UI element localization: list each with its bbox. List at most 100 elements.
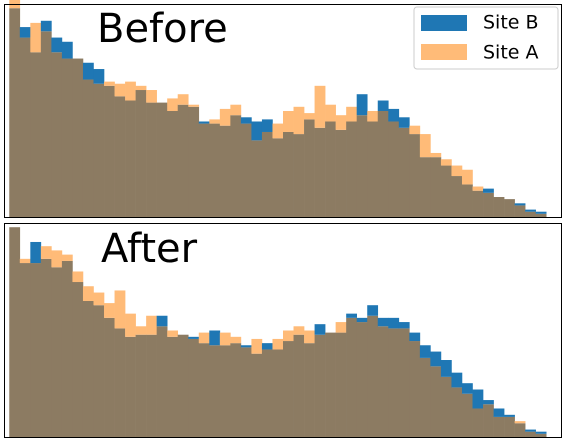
bar-site-a-before-38 xyxy=(409,125,421,135)
bar-overlap-before-42 xyxy=(451,176,463,218)
bar-overlap-before-33 xyxy=(356,115,368,218)
bar-overlap-after-4 xyxy=(51,267,63,438)
bar-site-b-before-50 xyxy=(535,211,547,214)
bar-site-a-after-18 xyxy=(198,332,210,344)
bar-site-b-before-4 xyxy=(51,37,63,53)
bar-site-a-after-10 xyxy=(114,290,126,329)
bar-site-b-after-40 xyxy=(430,351,442,367)
bar-site-a-after-9 xyxy=(104,303,115,318)
bar-overlap-before-11 xyxy=(125,100,136,218)
bar-site-a-before-30 xyxy=(325,104,336,122)
bar-overlap-before-31 xyxy=(335,129,347,218)
bar-overlap-after-28 xyxy=(304,343,315,438)
bar-overlap-before-27 xyxy=(293,134,305,218)
bar-site-a-before-44 xyxy=(472,186,484,191)
bar-site-a-after-21 xyxy=(230,336,242,344)
bar-overlap-after-11 xyxy=(125,336,136,438)
bar-overlap-before-18 xyxy=(198,123,210,218)
bar-site-b-before-7 xyxy=(82,62,94,80)
bar-overlap-before-40 xyxy=(430,157,442,218)
bar-overlap-before-35 xyxy=(377,111,389,218)
bar-site-b-before-3 xyxy=(40,20,52,32)
legend-swatch-site-a xyxy=(421,44,467,60)
bar-site-a-before-32 xyxy=(346,106,357,122)
bar-site-a-after-6 xyxy=(72,271,84,283)
bar-overlap-before-3 xyxy=(40,31,52,219)
bar-overlap-before-26 xyxy=(283,131,294,218)
bar-site-a-before-16 xyxy=(177,94,189,105)
bar-overlap-before-0 xyxy=(9,8,21,219)
bar-overlap-before-25 xyxy=(272,138,284,218)
bar-site-a-before-39 xyxy=(419,134,431,158)
bar-overlap-after-47 xyxy=(504,416,515,438)
bar-site-b-before-24 xyxy=(261,119,273,132)
bar-site-b-before-35 xyxy=(377,100,389,111)
bar-overlap-before-6 xyxy=(72,58,84,219)
bar-site-b-after-17 xyxy=(188,336,200,339)
bar-site-a-after-5 xyxy=(61,254,73,261)
bars-before xyxy=(9,0,547,219)
bar-overlap-before-7 xyxy=(82,79,94,218)
bar-site-a-after-27 xyxy=(293,326,305,335)
legend-label-site-b: Site B xyxy=(483,12,539,34)
bar-site-b-after-39 xyxy=(419,345,431,358)
bar-site-a-before-20 xyxy=(219,108,231,126)
bar-overlap-after-17 xyxy=(188,338,200,438)
bar-site-b-after-2 xyxy=(30,241,42,264)
bar-overlap-after-49 xyxy=(525,431,536,438)
bar-overlap-before-38 xyxy=(409,134,421,218)
bar-overlap-after-27 xyxy=(293,334,305,438)
bar-overlap-after-25 xyxy=(272,349,284,438)
bar-site-a-before-34 xyxy=(367,111,379,122)
bar-overlap-before-17 xyxy=(188,106,200,218)
bar-site-b-after-35 xyxy=(377,317,389,327)
bar-overlap-after-2 xyxy=(30,263,42,438)
bar-overlap-before-30 xyxy=(325,121,336,218)
bar-overlap-after-10 xyxy=(114,328,126,438)
bar-overlap-before-20 xyxy=(219,125,231,218)
panel-title-before: Before xyxy=(97,6,228,52)
bar-overlap-after-23 xyxy=(251,353,263,438)
bar-site-b-before-49 xyxy=(525,209,536,212)
bar-overlap-before-8 xyxy=(93,83,105,218)
bar-overlap-after-32 xyxy=(346,317,357,438)
bar-site-b-after-37 xyxy=(398,322,410,329)
bar-overlap-after-24 xyxy=(261,349,273,438)
bar-site-b-after-22 xyxy=(240,345,252,348)
bar-overlap-before-44 xyxy=(472,190,484,218)
bar-overlap-before-50 xyxy=(535,213,547,218)
bar-overlap-before-13 xyxy=(146,102,157,218)
bar-site-a-before-9 xyxy=(104,81,115,86)
bar-overlap-before-36 xyxy=(388,121,400,218)
bar-overlap-after-43 xyxy=(461,393,473,438)
bar-overlap-after-21 xyxy=(230,343,242,438)
bar-overlap-before-10 xyxy=(114,96,126,218)
bar-site-a-before-26 xyxy=(283,111,294,132)
bar-overlap-after-6 xyxy=(72,282,84,438)
bar-site-b-after-41 xyxy=(440,360,452,377)
bar-site-b-before-37 xyxy=(398,117,410,128)
bar-site-a-after-1 xyxy=(19,258,31,264)
bar-overlap-before-49 xyxy=(525,211,536,218)
bar-site-b-after-14 xyxy=(156,315,168,327)
bar-overlap-after-18 xyxy=(198,343,210,438)
bar-site-b-after-33 xyxy=(356,317,368,323)
bar-site-a-after-8 xyxy=(93,292,105,306)
bar-overlap-after-29 xyxy=(314,334,326,438)
bar-site-a-before-27 xyxy=(293,106,305,135)
bar-overlap-after-46 xyxy=(493,416,505,438)
bar-site-b-before-45 xyxy=(483,188,494,193)
panel-before: Before Site B Site A xyxy=(4,0,562,219)
bar-site-a-after-23 xyxy=(251,338,263,354)
bar-overlap-after-13 xyxy=(146,334,157,438)
bar-overlap-after-22 xyxy=(240,347,252,438)
bar-overlap-after-9 xyxy=(104,317,115,438)
bar-site-a-after-11 xyxy=(125,313,136,337)
bar-site-b-after-46 xyxy=(493,408,505,417)
bar-site-a-before-13 xyxy=(146,90,157,103)
bar-overlap-after-48 xyxy=(514,423,526,438)
bar-overlap-after-30 xyxy=(325,332,336,438)
bar-site-b-before-5 xyxy=(61,41,73,59)
bar-site-a-before-40 xyxy=(430,152,442,158)
panel-title-after: After xyxy=(101,226,198,272)
